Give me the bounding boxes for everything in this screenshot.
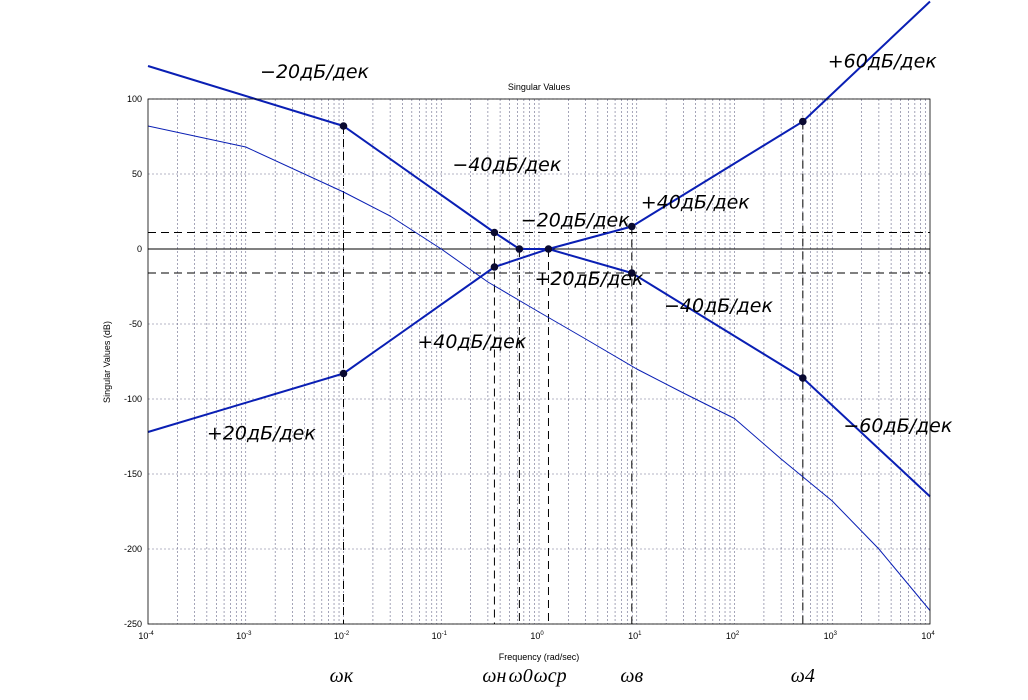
breakpoint-marker [515, 245, 524, 253]
slope-annotation: +40дБ/дек [641, 192, 750, 214]
grid [148, 98, 930, 625]
y-tick-label: 50 [132, 169, 142, 179]
chart-title: Singular Values [508, 82, 571, 92]
y-tick-label: -200 [124, 544, 142, 554]
plot-background [148, 99, 930, 624]
x-tick-label: 10-2 [334, 631, 350, 641]
x-tick-label: 10-4 [138, 631, 154, 641]
x-tick-label: 10-1 [432, 631, 448, 641]
x-tick-label: 104 [921, 631, 935, 641]
slope-annotation: −20дБ/дек [260, 61, 369, 83]
y-tick-labels: 100 50 0 -50 -100 -150 -200 -250 [124, 94, 142, 629]
frequency-label: ωср [534, 665, 567, 687]
x-tick-label: 10-3 [236, 631, 252, 641]
breakpoint-marker [799, 117, 807, 126]
series-line-3 [147, 125, 931, 611]
y-tick-label: -150 [124, 469, 142, 479]
slope-annotation: −40дБ/дек [452, 154, 561, 176]
y-tick-label: 100 [127, 94, 142, 104]
slope-annotation: −40дБ/дек [664, 295, 773, 317]
x-tick-label: 103 [824, 631, 838, 641]
breakpoint-marker [799, 374, 807, 382]
x-axis-label: Frequency (rad/sec) [499, 652, 580, 662]
series-line-1 [147, 65, 931, 498]
x-tick-labels: 10-4 10-3 10-2 10-1 100 101 102 103 104 [138, 631, 935, 641]
frequency-label: ωк [330, 665, 354, 687]
slope-annotation: +20дБ/дек [207, 423, 316, 445]
plot-frame [147, 98, 931, 625]
x-tick-label: 101 [628, 631, 642, 641]
slope-annotation: −60дБ/дек [843, 415, 952, 437]
slope-annotation: −20дБ/дек [521, 210, 630, 232]
frequency-label: ω0 [509, 665, 533, 687]
y-axis-label: Singular Values (dB) [102, 321, 112, 403]
breakpoint-marker [628, 222, 636, 231]
y-tick-label: 0 [137, 244, 142, 254]
frequency-labels: ωк ωн ω0 ωср ωв ω4 [330, 665, 815, 687]
marker-group [339, 117, 807, 382]
reference-lines [148, 121, 930, 624]
frequency-label: ωв [620, 665, 643, 687]
y-tick-label: -250 [124, 619, 142, 629]
slope-annotation: +40дБ/дек [417, 331, 526, 353]
breakpoint-marker [339, 122, 348, 130]
frequency-label: ωн [482, 665, 506, 687]
slope-annotation: +20дБ/дек [535, 268, 644, 290]
slope-annotations: −20дБ/дек −40дБ/дек −20дБ/дек +20дБ/дек +40д… [207, 51, 953, 445]
y-tick-label: -100 [124, 394, 142, 404]
x-tick-label: 100 [530, 631, 544, 641]
breakpoint-marker [628, 269, 636, 277]
breakpoint-marker [339, 369, 348, 378]
y-tick-label: -50 [129, 319, 142, 329]
frequency-label: ω4 [791, 665, 815, 687]
breakpoint-marker [490, 263, 499, 271]
breakpoint-marker [544, 245, 553, 253]
slope-annotation: +60дБ/дек [828, 51, 937, 73]
breakpoint-marker [490, 228, 499, 237]
x-tick-label: 102 [726, 631, 740, 641]
